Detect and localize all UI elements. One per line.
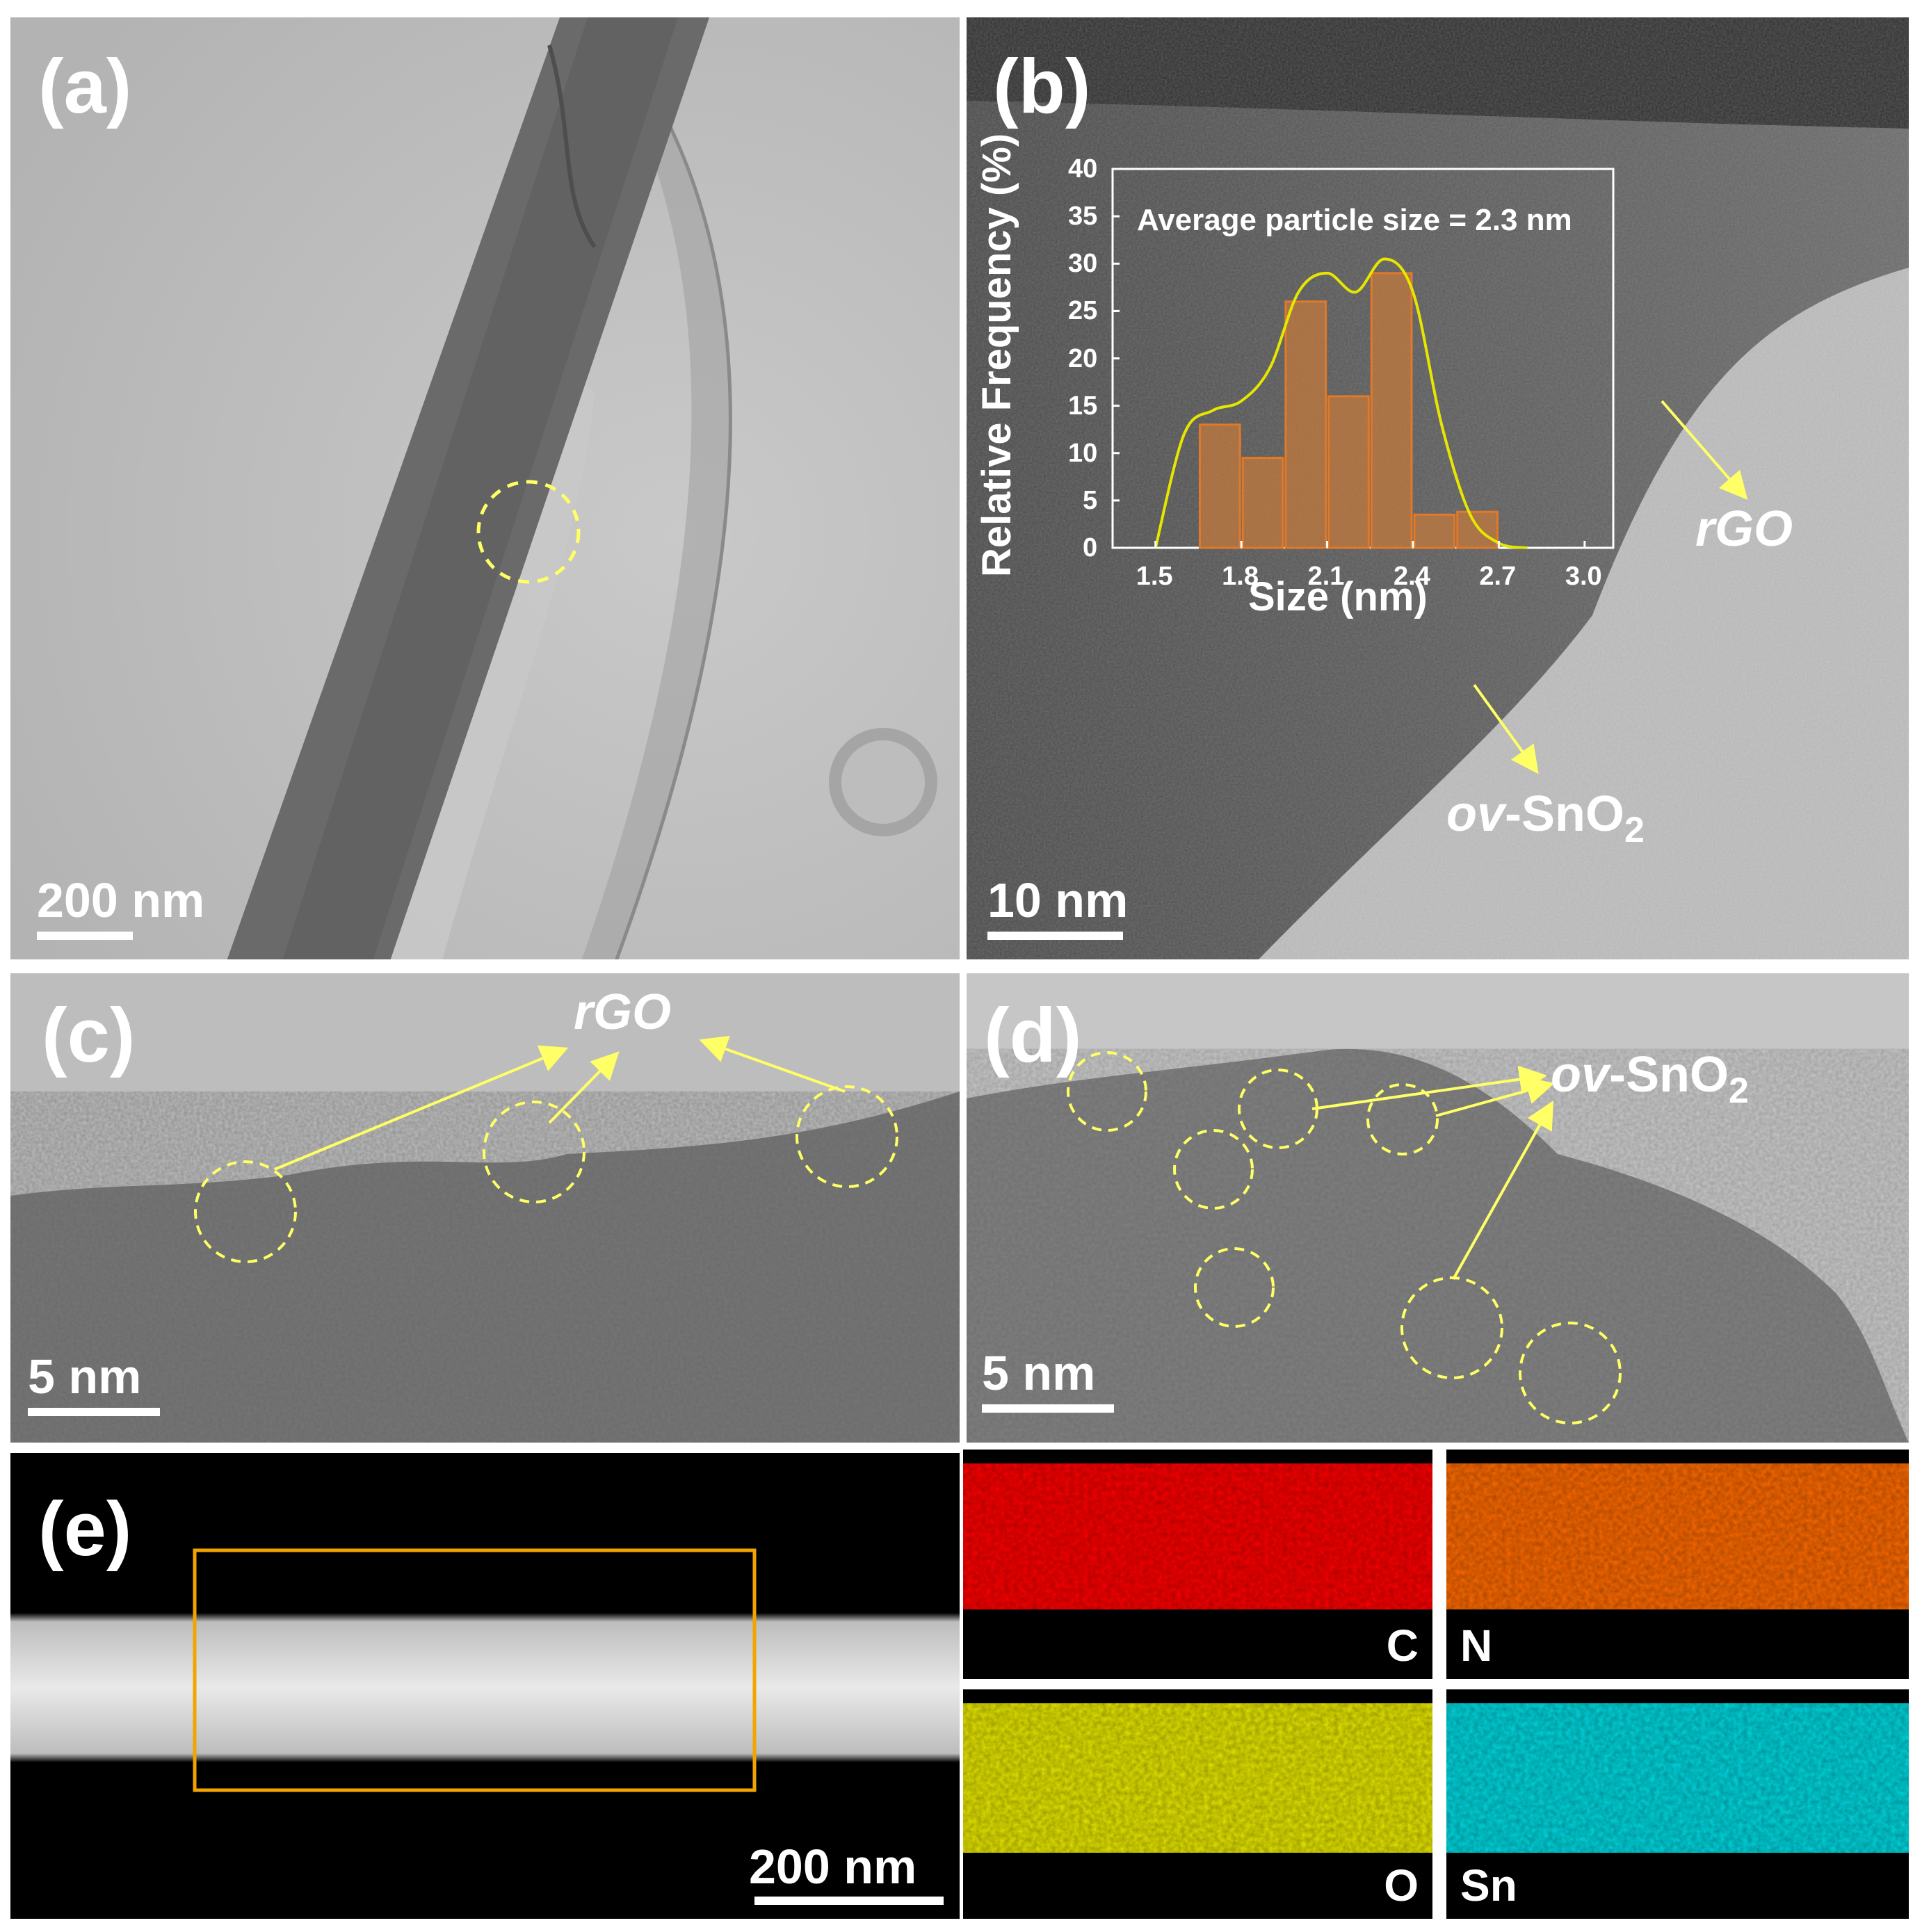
element-label: Sn <box>1460 1860 1517 1910</box>
eds-map-sn: Sn <box>1446 1689 1909 1919</box>
x-tick-label: 3.0 <box>1565 562 1602 591</box>
panel-label: (c) <box>42 993 136 1078</box>
panel-d: (d) ov-SnO2 5 nm <box>967 973 1909 1443</box>
eds-map-sn-image <box>1446 1703 1909 1853</box>
annotation-sno-main: -SnO <box>1609 1047 1729 1103</box>
x-tick-label: 2.4 <box>1394 562 1430 591</box>
panel-c: (c) rGO 5 nm <box>10 973 960 1443</box>
y-tick-label: 20 <box>1068 343 1098 373</box>
highlight-circle <box>796 1085 898 1188</box>
y-tick-label: 15 <box>1068 391 1098 421</box>
panel-label: (b) <box>993 44 1091 129</box>
highlight-circle <box>476 480 581 584</box>
x-tick-label: 2.7 <box>1479 562 1517 591</box>
chart-title: Average particle size = 2.3 nm <box>1137 203 1572 237</box>
panel-label: (d) <box>984 993 1082 1078</box>
histogram-bar <box>1327 395 1370 549</box>
scale-bar-label: 5 nm <box>982 1346 1096 1400</box>
highlight-circle <box>1067 1051 1147 1132</box>
highlight-circle <box>1400 1276 1503 1379</box>
fit-curve <box>1154 257 1528 549</box>
annotation-ov-sno2: ov-SnO2 <box>1551 1050 1749 1109</box>
scale-bar-label: 10 nm <box>987 873 1129 927</box>
histogram-bar <box>1241 457 1284 549</box>
panel-d-hrtem-image <box>967 973 1909 1443</box>
histogram-bar <box>1198 423 1241 549</box>
panel-b-hrtem-image <box>967 17 1909 959</box>
panel-e: (e) 200 nm <box>10 1453 960 1919</box>
eds-map-n: N <box>1446 1450 1909 1679</box>
highlight-circle <box>1519 1322 1622 1424</box>
panel-label: (a) <box>38 44 132 129</box>
eds-map-c: C <box>963 1450 1432 1679</box>
panel-c-hrtem-image <box>10 973 960 1443</box>
scale-bar <box>987 932 1123 940</box>
highlight-circle <box>483 1101 586 1203</box>
annotation-subscript: 2 <box>1624 810 1645 850</box>
scale-bar <box>982 1404 1114 1413</box>
selection-box <box>193 1548 757 1792</box>
eds-map-o-image <box>963 1703 1432 1853</box>
annotation-sno-main: -SnO <box>1505 786 1625 842</box>
panel-a-tem-image <box>10 17 960 959</box>
y-tick-label: 35 <box>1068 202 1098 232</box>
histogram-bar <box>1456 510 1499 549</box>
scale-bar-label: 5 nm <box>28 1349 142 1404</box>
highlight-circle <box>1173 1129 1254 1210</box>
histogram-bar <box>1284 300 1327 549</box>
y-tick-label: 40 <box>1068 154 1098 184</box>
x-axis-label: Size (nm) <box>1248 574 1428 619</box>
annotation-rgo: rGO <box>1695 501 1793 557</box>
element-label: C <box>1386 1621 1419 1671</box>
eds-map-n-image <box>1446 1463 1909 1609</box>
y-tick-label: 5 <box>1083 485 1098 515</box>
panel-label: (e) <box>38 1486 132 1572</box>
element-label: O <box>1384 1860 1419 1910</box>
scale-bar <box>754 1897 944 1905</box>
panel-e-haadf-image <box>10 1548 960 1792</box>
annotation-rgo: rGO <box>574 984 672 1040</box>
y-tick-label: 30 <box>1068 249 1098 279</box>
annotation-subscript: 2 <box>1729 1071 1749 1111</box>
x-tick-label: 2.1 <box>1307 562 1345 591</box>
y-tick-label: 25 <box>1068 296 1098 326</box>
x-tick-label: 1.8 <box>1222 562 1259 591</box>
scale-bar-label: 200 nm <box>749 1840 917 1894</box>
annotation-ov-prefix: ov <box>1551 1047 1610 1103</box>
highlight-circle <box>1366 1083 1439 1155</box>
y-tick-label: 10 <box>1068 438 1098 468</box>
annotation-arrows <box>1473 400 1748 774</box>
x-tick-label: 1.5 <box>1136 562 1173 591</box>
scale-bar <box>28 1408 160 1416</box>
panel-a: (a) 200 nm <box>10 17 960 959</box>
eds-map-o: O <box>963 1689 1432 1919</box>
histogram-inset <box>1111 168 1615 549</box>
histogram-bar <box>1370 272 1413 549</box>
eds-map-c-image <box>963 1463 1432 1609</box>
scale-bar-label: 200 nm <box>37 873 205 927</box>
y-tick-label: 0 <box>1083 533 1098 562</box>
annotation-ov-sno2: ov-SnO2 <box>1446 789 1645 848</box>
panel-b: Average particle size = 2.3 nm Size (nm)… <box>967 17 1909 959</box>
element-label: N <box>1460 1621 1493 1671</box>
highlight-circle <box>194 1160 297 1263</box>
highlight-circle <box>1194 1247 1275 1328</box>
scale-bar <box>37 932 133 940</box>
histogram-bar <box>1413 513 1456 549</box>
annotation-ov-prefix: ov <box>1446 786 1505 842</box>
